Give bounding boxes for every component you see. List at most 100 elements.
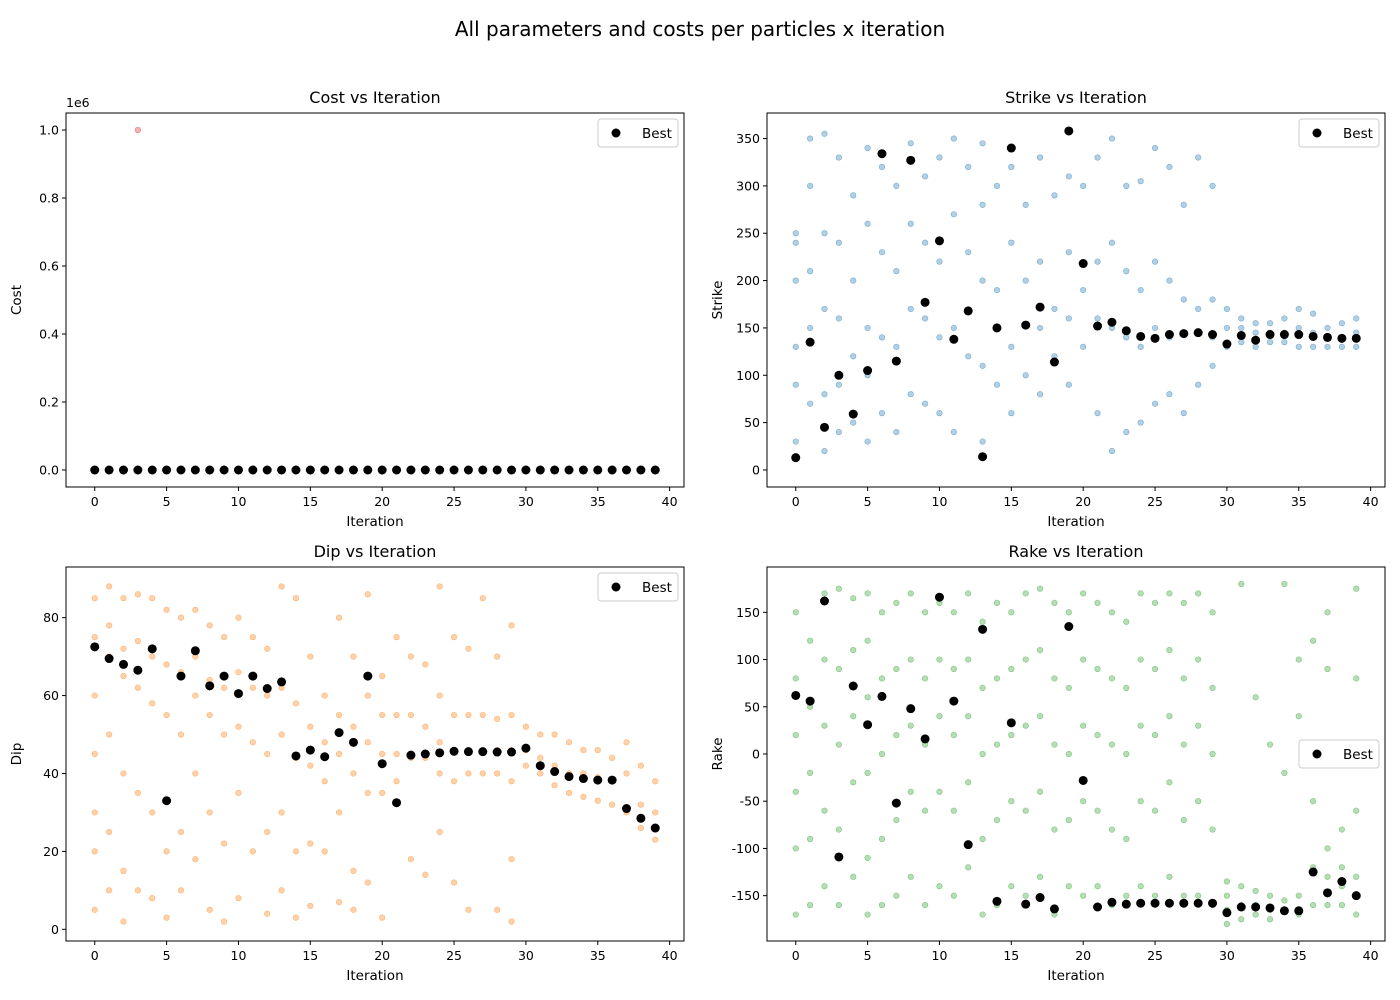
strike-particle-point <box>792 438 799 445</box>
dip-particle-point <box>321 739 328 746</box>
strike-best-point <box>1164 330 1174 340</box>
dip-best-point <box>593 775 603 785</box>
dip-particle-point <box>220 684 228 691</box>
dip-x-tick-label: 0 <box>91 948 99 963</box>
dip-particle-point <box>350 723 357 730</box>
dip-particle-point <box>177 614 185 621</box>
strike-particle-point <box>1151 258 1159 265</box>
dip-particle-point <box>120 595 127 602</box>
rake-particle-point <box>1223 892 1231 899</box>
strike-particle-point <box>965 249 972 256</box>
cost-best-point <box>507 465 517 475</box>
rake-particle-point <box>907 656 914 663</box>
rake-particle-point <box>1266 741 1274 748</box>
strike-particle-point <box>1094 410 1101 417</box>
strike-particle-point <box>1065 249 1072 256</box>
cost-best-point <box>449 465 459 475</box>
strike-particle-point <box>893 182 900 190</box>
rake-best-point <box>1351 891 1361 901</box>
dip-best-point <box>521 743 531 753</box>
rake-particle-point <box>1036 788 1044 795</box>
dip-particle-point <box>465 906 472 913</box>
strike-best-point <box>992 323 1002 333</box>
rake-best-point <box>1078 775 1088 785</box>
strike-y-axis-label: Strike <box>710 281 726 320</box>
rake-particle-point <box>1281 580 1288 588</box>
rake-particle-point <box>1051 826 1058 833</box>
cost-y-tick-label: 1.0 <box>39 123 59 138</box>
strike-best-point <box>1323 332 1333 342</box>
rake-best-point <box>1279 906 1289 916</box>
rake-best-point <box>1121 899 1131 909</box>
dip-best-point <box>320 752 330 762</box>
dip-particle-point <box>364 739 371 746</box>
strike-particle-point <box>850 419 857 426</box>
rake-particle-point <box>950 665 957 673</box>
cost-x-tick-label: 25 <box>446 494 462 509</box>
dip-particle-point <box>149 895 156 902</box>
dip-particle-point <box>206 622 213 629</box>
rake-particle-point <box>1094 599 1101 606</box>
cost-best-point <box>233 465 243 475</box>
dip-chart-title: Dip vs Iteration <box>314 542 437 561</box>
cost-legend: Best <box>597 118 679 148</box>
strike-particle-point <box>1180 201 1187 208</box>
dip-best-point <box>219 671 229 681</box>
rake-particle-point <box>1252 887 1259 895</box>
strike-particle-point <box>1195 305 1202 313</box>
dip-particle-point <box>565 739 573 746</box>
dip-particle-point <box>220 731 228 738</box>
rake-particle-point <box>1036 585 1044 592</box>
rake-particle-point <box>821 590 828 597</box>
dip-best-point <box>277 677 287 687</box>
rake-best-point <box>1236 902 1246 912</box>
strike-best-point <box>906 155 916 165</box>
rake-best-series <box>791 592 1361 918</box>
rake-particle-point <box>864 637 871 644</box>
strike-best-point <box>1136 331 1146 341</box>
strike-particle-point <box>1051 192 1058 199</box>
dip-particle-point <box>321 848 328 855</box>
rake-particle-point <box>807 637 814 644</box>
rake-particle-point <box>850 595 857 602</box>
dip-best-point <box>176 671 186 681</box>
strike-best-point <box>891 356 901 366</box>
rake-particle-point <box>1180 741 1187 748</box>
dip-particle-point <box>249 739 256 746</box>
strike-particle-point <box>1223 305 1231 313</box>
rake-particle-point <box>1137 590 1144 597</box>
rake-particle-point <box>792 788 799 795</box>
dip-particle-point <box>436 739 443 746</box>
dip-particle-point <box>249 684 256 691</box>
strike-y-tick-label: 0 <box>752 462 760 477</box>
dip-particle-point <box>91 809 98 816</box>
rake-particle-point <box>1137 722 1144 729</box>
rake-best-point <box>848 681 858 691</box>
rake-particle-point <box>921 902 929 909</box>
cost-best-point <box>334 465 344 475</box>
dip-particle-point <box>508 778 515 785</box>
strike-legend-marker <box>1312 128 1322 138</box>
rake-particle-point <box>1166 590 1173 597</box>
rake-particle-point <box>1080 798 1087 805</box>
rake-particle-point <box>1123 618 1130 625</box>
dip-particle-point <box>422 661 429 668</box>
cost-x-tick-label: 30 <box>518 494 534 509</box>
strike-x-tick-label: 25 <box>1147 494 1163 509</box>
dip-best-point <box>205 681 215 691</box>
rake-particle-point <box>1180 817 1187 824</box>
dip-best-point <box>392 798 402 808</box>
strike-particle-point <box>936 154 943 161</box>
dip-particle-point <box>321 778 328 785</box>
cost-x-tick-label: 5 <box>163 494 171 509</box>
rake-particle-point <box>821 656 828 663</box>
dip-particle-point <box>350 867 357 874</box>
rake-best-point <box>1222 908 1232 918</box>
strike-particle-point <box>907 220 914 227</box>
rake-particle-point <box>1080 590 1087 597</box>
strike-particle-point <box>1108 135 1116 142</box>
rake-particle-point <box>1065 883 1072 890</box>
cost-best-series <box>90 465 660 475</box>
rake-particle-point <box>864 590 871 597</box>
rake-best-point <box>877 691 887 701</box>
